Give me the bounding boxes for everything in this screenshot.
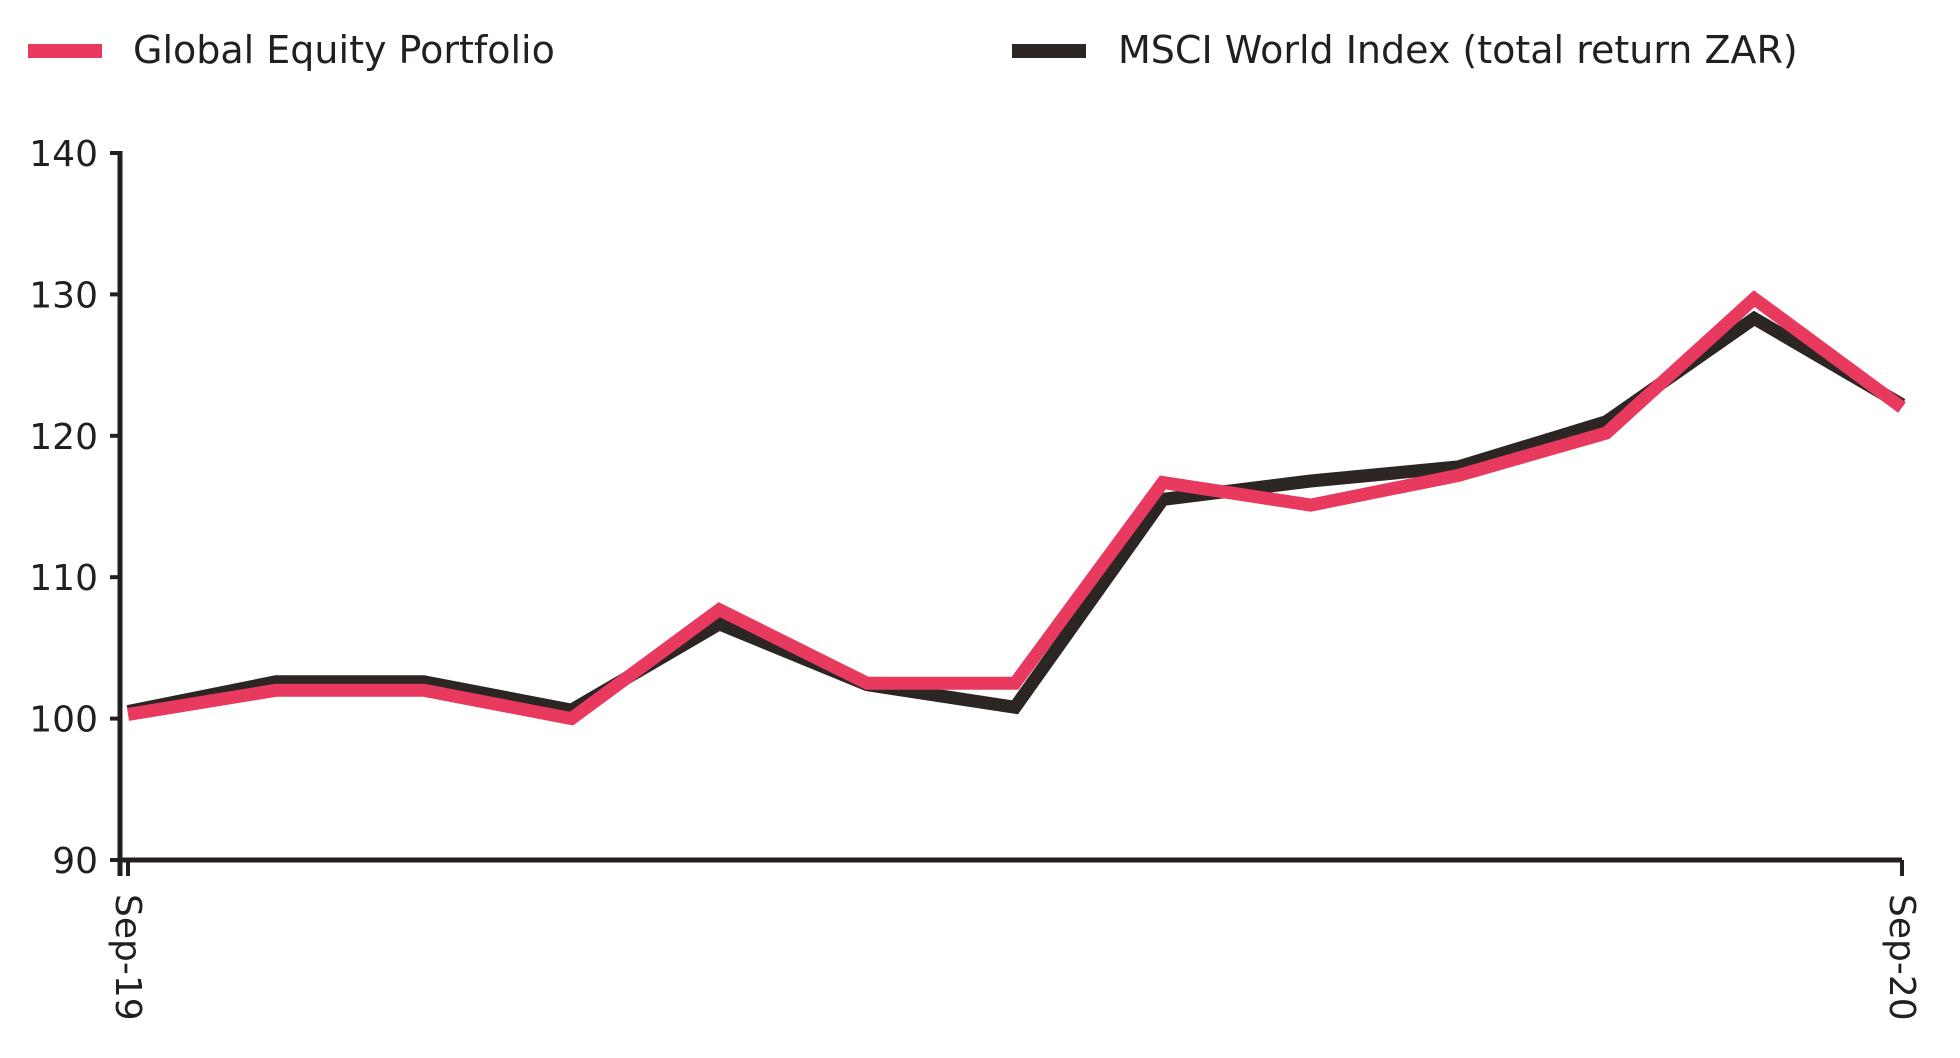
y-tick-label: 110 [29, 558, 98, 599]
y-tick-label: 130 [29, 275, 98, 316]
y-tick-label: 100 [29, 700, 98, 741]
legend-item-index: MSCI World Index (total return ZAR) [1012, 28, 1798, 72]
legend-swatch-index [1012, 44, 1086, 58]
series-line-index [126, 310, 1906, 718]
y-tick-label: 120 [29, 417, 98, 458]
legend-label-index: MSCI World Index (total return ZAR) [1118, 28, 1798, 72]
axes [117, 151, 1902, 876]
y-axis-ticks: 90 100 110 120 130 140 [29, 134, 120, 882]
y-tick-label: 90 [52, 841, 98, 882]
series-layer [126, 290, 1906, 726]
y-tick-label: 140 [29, 134, 98, 175]
x-tick-label: Sep-19 [107, 894, 148, 1021]
legend-swatch-portfolio [28, 44, 102, 58]
series-line-portfolio [126, 290, 1906, 726]
x-axis-ticks: Sep-19 Sep-20 [107, 860, 1922, 1021]
legend-item-portfolio: Global Equity Portfolio [28, 28, 555, 72]
legend-label-portfolio: Global Equity Portfolio [133, 28, 555, 72]
legend: Global Equity Portfolio MSCI World Index… [28, 28, 1798, 72]
x-tick-label: Sep-20 [1881, 894, 1922, 1021]
